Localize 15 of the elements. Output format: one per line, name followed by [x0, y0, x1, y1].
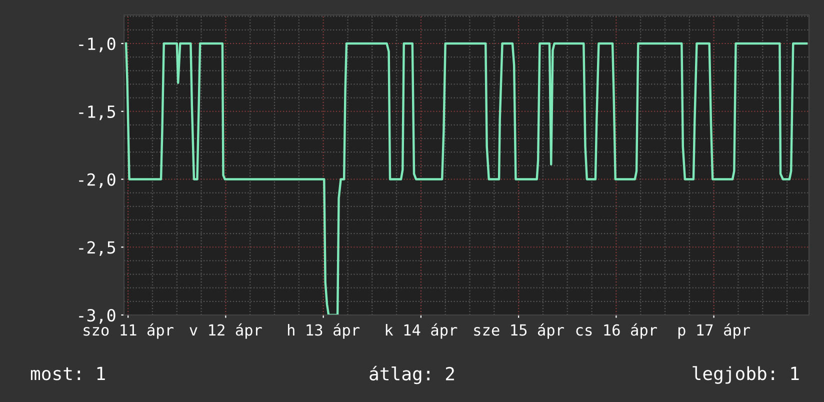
x-tick-label: cs 16 ápr: [576, 323, 657, 339]
x-tick-label: sze 15 ápr: [474, 323, 564, 339]
y-tick-label: -1,0: [79, 38, 116, 52]
x-tick-label: szo 11 ápr: [84, 323, 174, 339]
text: most: 1: [30, 366, 105, 380]
y-tick-label: -2,0: [79, 173, 116, 188]
y-tick-label: -1,5: [79, 106, 116, 120]
x-tick-label: h 13 ápr: [288, 323, 360, 339]
text: átlag: 2: [370, 366, 454, 384]
x-tick-label: v 12 ápr: [190, 323, 262, 339]
y-tick-label: -2,5: [79, 241, 116, 256]
y-tick-label: -3,0: [79, 309, 116, 324]
text: legjobb: 1: [692, 366, 799, 384]
x-tick-label: p 17 ápr: [678, 323, 750, 339]
x-tick-label: k 14 ápr: [386, 323, 458, 339]
